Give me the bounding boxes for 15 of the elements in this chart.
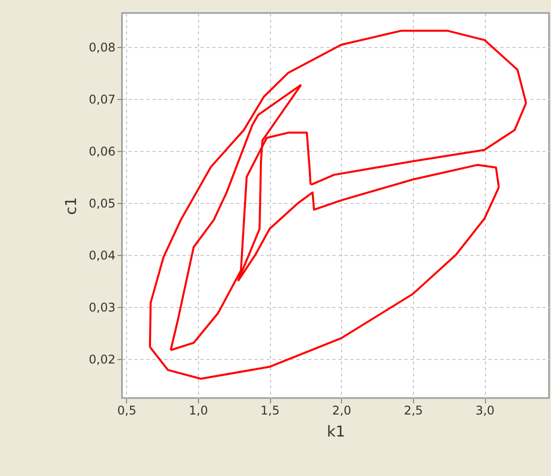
- x-tick-label: 1,0: [188, 404, 208, 418]
- x-tick-label: 1,5: [260, 404, 280, 418]
- y-tick-label: 0,03: [88, 300, 116, 314]
- x-axis-title: k1: [326, 422, 346, 440]
- y-tick-label: 0,07: [88, 92, 116, 106]
- y-axis-title: c1: [62, 197, 80, 215]
- y-tick-label: 0,06: [88, 144, 116, 158]
- y-tick-label: 0,05: [88, 196, 116, 210]
- y-tick-label: 0,02: [88, 352, 116, 366]
- y-tick-label: 0,08: [88, 40, 116, 54]
- y-tick-label: 0,04: [88, 248, 116, 262]
- x-tick-label: 3,0: [475, 404, 495, 418]
- x-tick-label: 0,5: [117, 404, 136, 418]
- x-tick-label: 2,0: [332, 404, 352, 418]
- x-tick-label: 2,5: [404, 404, 423, 418]
